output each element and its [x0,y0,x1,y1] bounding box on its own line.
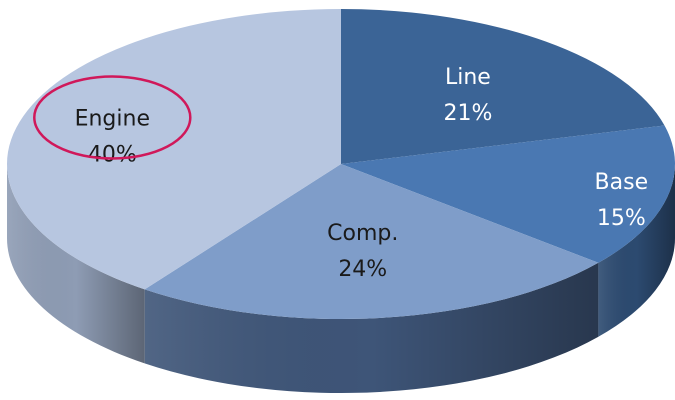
pie-side-walls [7,164,675,393]
slice-label-engine: Engine [75,107,150,132]
slice-label-comp: Comp. [327,221,398,246]
slice-value-base: 15% [597,206,646,231]
slice-label-line: Line [445,65,491,90]
slice-value-engine: 40% [88,143,137,168]
slice-value-line: 21% [443,101,492,126]
pie-side-shade-comp [144,262,599,393]
slice-value-comp: 24% [338,257,387,282]
pie-side-shade-engine [7,164,145,364]
pie-slice-comp [144,164,599,319]
highlight-layer [33,75,192,160]
slice-label-base: Base [595,170,649,195]
pie-slice-base [341,125,675,263]
highlight-circle-engine [33,75,192,160]
pie-slice-line [341,9,665,164]
pie-side-shade-base [598,164,675,337]
pie-labels: Line 21% Base 15% Comp. 24% Engine 40% [75,65,649,282]
